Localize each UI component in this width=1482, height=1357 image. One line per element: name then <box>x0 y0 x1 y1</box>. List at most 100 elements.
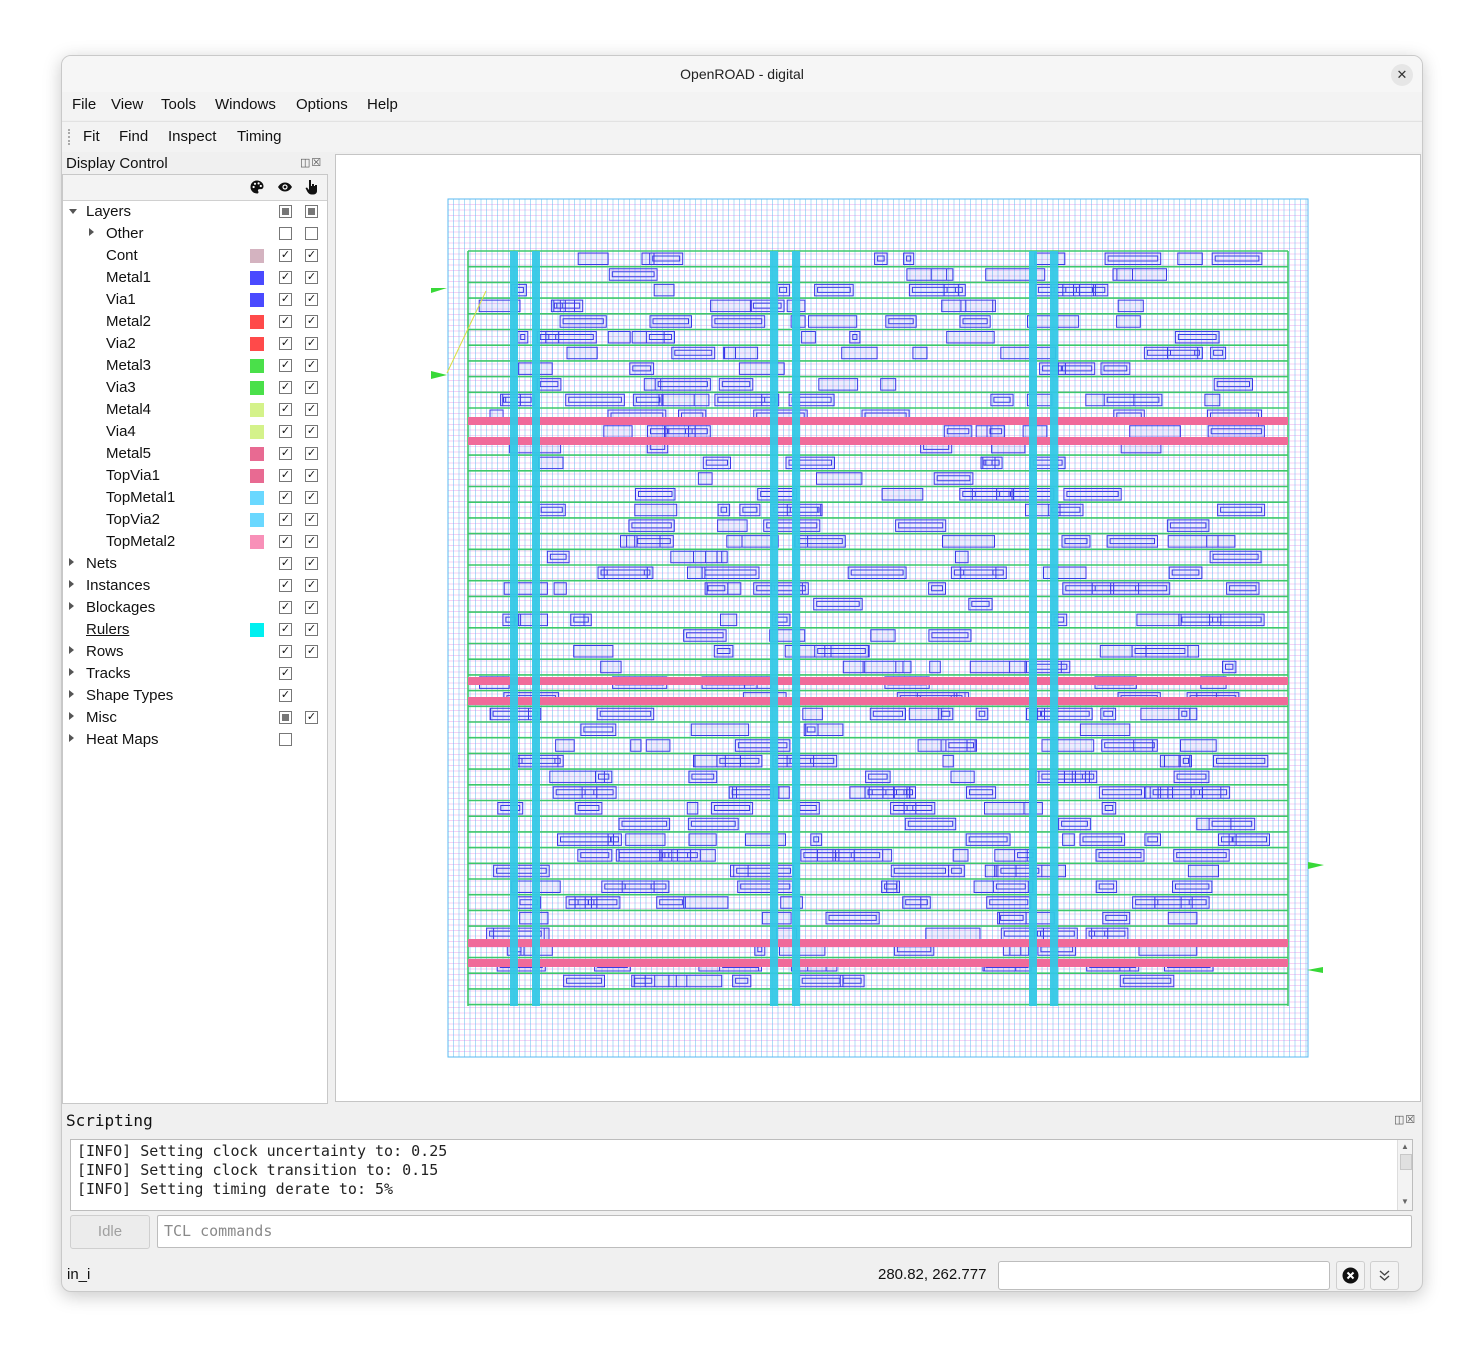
tree-row-topvia1[interactable]: TopVia1 ✓ ✓ <box>63 465 327 487</box>
scroll-thumb[interactable] <box>1400 1154 1412 1170</box>
fit-button[interactable]: Fit <box>83 128 100 145</box>
menu-options[interactable]: Options <box>296 96 348 113</box>
visible-checkbox[interactable]: ✓ <box>279 491 292 504</box>
tree-row-other[interactable]: Other <box>63 223 327 245</box>
selectable-checkbox[interactable]: ✓ <box>305 293 318 306</box>
visible-checkbox[interactable]: ✓ <box>279 557 292 570</box>
visible-checkbox[interactable]: ✓ <box>279 381 292 394</box>
layout-viewer[interactable] <box>335 154 1421 1102</box>
selectable-checkbox[interactable]: ✓ <box>305 425 318 438</box>
tree-row-metal1[interactable]: Metal1 ✓ ✓ <box>63 267 327 289</box>
tree-row-rows[interactable]: Rows ✓ ✓ <box>63 641 327 663</box>
selectable-checkbox[interactable]: ✓ <box>305 557 318 570</box>
menu-file[interactable]: File <box>72 96 97 113</box>
console-scrollbar[interactable]: ▲ ▼ <box>1397 1140 1412 1210</box>
find-button[interactable]: Find <box>119 128 149 145</box>
tree-row-topmetal2[interactable]: TopMetal2 ✓ ✓ <box>63 531 327 553</box>
layout-canvas[interactable] <box>336 155 1420 1101</box>
color-swatch[interactable] <box>250 403 264 417</box>
display-control-dock-buttons[interactable]: ◫☒ <box>300 157 323 169</box>
tree-row-layers[interactable]: Layers <box>63 201 327 223</box>
selectable-checkbox[interactable]: ✓ <box>305 623 318 636</box>
selectable-checkbox[interactable]: ✓ <box>305 535 318 548</box>
visible-checkbox[interactable]: ✓ <box>279 513 292 526</box>
menu-view[interactable]: View <box>111 96 144 113</box>
visible-checkbox[interactable]: ✓ <box>279 689 292 702</box>
color-swatch[interactable] <box>250 249 264 263</box>
selectable-checkbox[interactable] <box>305 227 318 240</box>
selectable-checkbox[interactable]: ✓ <box>305 315 318 328</box>
expand-arrow-right-icon[interactable] <box>69 668 74 676</box>
selectable-checkbox[interactable]: ✓ <box>305 579 318 592</box>
color-swatch[interactable] <box>250 337 264 351</box>
scroll-down-icon[interactable]: ▼ <box>1401 1197 1409 1206</box>
tree-row-via3[interactable]: Via3 ✓ ✓ <box>63 377 327 399</box>
menu-windows[interactable]: Windows <box>215 96 276 113</box>
color-swatch[interactable] <box>250 447 264 461</box>
color-swatch[interactable] <box>250 381 264 395</box>
selectable-checkbox[interactable]: ✓ <box>305 711 318 724</box>
tree-row-metal2[interactable]: Metal2 ✓ ✓ <box>63 311 327 333</box>
expand-arrow-right-icon[interactable] <box>69 712 74 720</box>
visible-checkbox[interactable]: ✓ <box>279 601 292 614</box>
color-swatch[interactable] <box>250 513 264 527</box>
selectable-checkbox[interactable]: ✓ <box>305 513 318 526</box>
visible-checkbox[interactable]: ✓ <box>279 271 292 284</box>
expand-icon[interactable] <box>1370 1261 1399 1290</box>
color-swatch[interactable] <box>250 623 264 637</box>
visible-checkbox[interactable] <box>279 733 292 746</box>
visible-checkbox[interactable]: ✓ <box>279 535 292 548</box>
color-swatch[interactable] <box>250 315 264 329</box>
visible-checkbox[interactable]: ✓ <box>279 667 292 680</box>
selectable-checkbox[interactable] <box>305 205 318 218</box>
visible-checkbox[interactable]: ✓ <box>279 469 292 482</box>
visible-checkbox[interactable] <box>279 711 292 724</box>
visible-checkbox[interactable]: ✓ <box>279 403 292 416</box>
tree-row-topmetal1[interactable]: TopMetal1 ✓ ✓ <box>63 487 327 509</box>
selectable-checkbox[interactable]: ✓ <box>305 271 318 284</box>
visible-checkbox[interactable]: ✓ <box>279 447 292 460</box>
expand-arrow-right-icon[interactable] <box>69 558 74 566</box>
selectable-checkbox[interactable]: ✓ <box>305 469 318 482</box>
expand-arrow-right-icon[interactable] <box>69 602 74 610</box>
visible-checkbox[interactable]: ✓ <box>279 359 292 372</box>
expand-arrow-right-icon[interactable] <box>89 228 94 236</box>
selectable-checkbox[interactable]: ✓ <box>305 337 318 350</box>
selectable-checkbox[interactable]: ✓ <box>305 491 318 504</box>
visible-checkbox[interactable]: ✓ <box>279 337 292 350</box>
timing-button[interactable]: Timing <box>237 128 282 145</box>
script-console[interactable]: [INFO] Setting clock uncertainty to: 0.2… <box>70 1139 1413 1211</box>
visible-checkbox[interactable]: ✓ <box>279 249 292 262</box>
tree-row-cont[interactable]: Cont ✓ ✓ <box>63 245 327 267</box>
expand-arrow-right-icon[interactable] <box>69 690 74 698</box>
menu-tools[interactable]: Tools <box>161 96 197 113</box>
tree-row-via2[interactable]: Via2 ✓ ✓ <box>63 333 327 355</box>
tree-row-metal4[interactable]: Metal4 ✓ ✓ <box>63 399 327 421</box>
visible-checkbox[interactable]: ✓ <box>279 623 292 636</box>
tree-row-misc[interactable]: Misc ✓ <box>63 707 327 729</box>
visible-checkbox[interactable]: ✓ <box>279 315 292 328</box>
color-swatch[interactable] <box>250 535 264 549</box>
status-search-input[interactable] <box>998 1261 1330 1290</box>
selectable-checkbox[interactable]: ✓ <box>305 403 318 416</box>
tree-row-via4[interactable]: Via4 ✓ ✓ <box>63 421 327 443</box>
toolbar-grip[interactable] <box>68 129 72 145</box>
tree-row-shape-types[interactable]: Shape Types ✓ <box>63 685 327 707</box>
expand-arrow-right-icon[interactable] <box>69 734 74 742</box>
tree-row-metal3[interactable]: Metal3 ✓ ✓ <box>63 355 327 377</box>
selectable-checkbox[interactable]: ✓ <box>305 249 318 262</box>
color-swatch[interactable] <box>250 469 264 483</box>
selectable-checkbox[interactable]: ✓ <box>305 601 318 614</box>
scripting-dock-buttons[interactable]: ◫☒ <box>1394 1114 1417 1126</box>
color-swatch[interactable] <box>250 491 264 505</box>
selectable-checkbox[interactable]: ✓ <box>305 447 318 460</box>
visible-checkbox[interactable]: ✓ <box>279 645 292 658</box>
selectable-checkbox[interactable]: ✓ <box>305 381 318 394</box>
selectable-checkbox[interactable]: ✓ <box>305 359 318 372</box>
color-swatch[interactable] <box>250 359 264 373</box>
color-swatch[interactable] <box>250 425 264 439</box>
idle-button[interactable]: Idle <box>70 1215 150 1249</box>
inspect-button[interactable]: Inspect <box>168 128 217 145</box>
visible-checkbox[interactable] <box>279 205 292 218</box>
visible-checkbox[interactable]: ✓ <box>279 579 292 592</box>
